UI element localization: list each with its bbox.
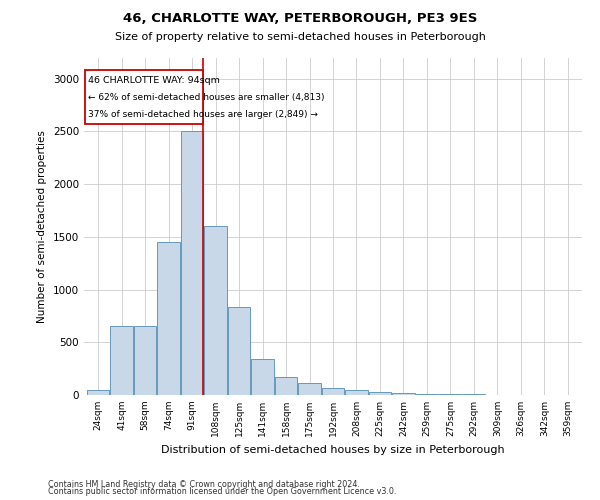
Bar (275, 377, 297, 395)
Text: Size of property relative to semi-detached houses in Peterborough: Size of property relative to semi-detach… (115, 32, 485, 42)
FancyBboxPatch shape (85, 70, 203, 124)
Bar (157, 242, 180, 395)
Bar (416, 394, 438, 395)
Bar (110, 326, 133, 395)
Bar (346, 390, 368, 395)
Bar (228, 308, 250, 395)
X-axis label: Distribution of semi-detached houses by size in Peterborough: Distribution of semi-detached houses by … (161, 444, 505, 454)
Bar (251, 359, 274, 395)
Bar (87, 390, 109, 395)
Text: 37% of semi-detached houses are larger (2,849) →: 37% of semi-detached houses are larger (… (88, 110, 317, 119)
Text: Contains HM Land Registry data © Crown copyright and database right 2024.: Contains HM Land Registry data © Crown c… (48, 480, 360, 489)
Bar (134, 326, 156, 395)
Bar (322, 388, 344, 395)
Bar (181, 132, 203, 395)
Text: 46, CHARLOTTE WAY, PETERBOROUGH, PE3 9ES: 46, CHARLOTTE WAY, PETERBOROUGH, PE3 9ES (123, 12, 477, 26)
Text: ← 62% of semi-detached houses are smaller (4,813): ← 62% of semi-detached houses are smalle… (88, 94, 324, 102)
Text: 46 CHARLOTTE WAY: 94sqm: 46 CHARLOTTE WAY: 94sqm (88, 76, 220, 86)
Bar (298, 384, 320, 395)
Bar (463, 394, 485, 395)
Bar (369, 392, 391, 395)
Y-axis label: Number of semi-detached properties: Number of semi-detached properties (37, 130, 47, 322)
Bar (392, 393, 415, 395)
Text: Contains public sector information licensed under the Open Government Licence v3: Contains public sector information licen… (48, 487, 397, 496)
Bar (205, 226, 227, 395)
Bar (439, 394, 461, 395)
